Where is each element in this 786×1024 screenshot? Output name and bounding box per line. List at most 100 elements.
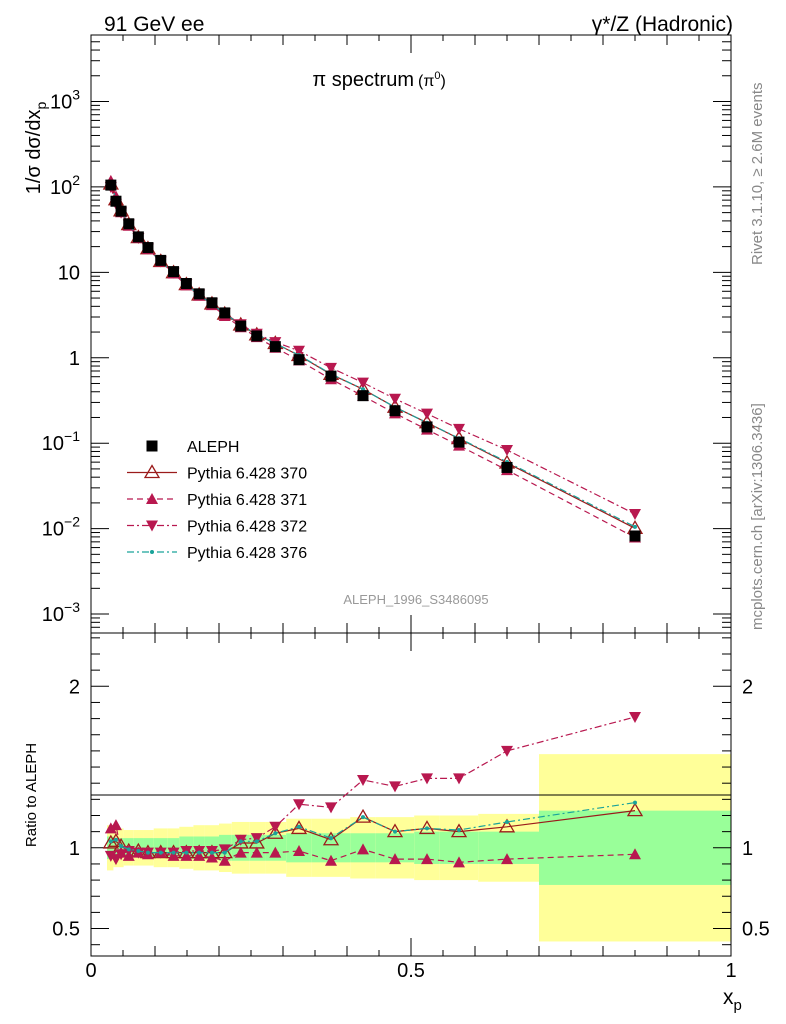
series-aleph-main-point bbox=[193, 288, 205, 300]
series-372-main-point bbox=[293, 345, 305, 357]
ratio-y-tick-label-right: 0.5 bbox=[742, 919, 770, 941]
legend-aleph-label: ALEPH bbox=[187, 439, 239, 456]
series-aleph-main-point bbox=[142, 242, 154, 254]
series-372-ratio-point bbox=[109, 854, 122, 866]
series-372-main-point bbox=[501, 445, 513, 457]
main-y-tick-label: 102 bbox=[50, 172, 80, 199]
series-372-ratio-point bbox=[629, 711, 641, 723]
header-left-label: 91 GeV ee bbox=[104, 13, 204, 36]
x-tick-label: 1 bbox=[725, 960, 736, 982]
series-376-ratio-point bbox=[254, 839, 259, 844]
series-aleph-main-point bbox=[389, 405, 401, 417]
main-y-tick-label: 10−3 bbox=[42, 599, 80, 626]
x-axis-label: xp bbox=[723, 986, 742, 1014]
mcplots-label: mcplots.cern.ch [arXiv:1306.3436] bbox=[749, 403, 766, 630]
ratio-y-tick-label: 1 bbox=[69, 838, 80, 860]
series-376-ratio-point bbox=[119, 844, 124, 849]
ratio-y-tick-labels: 0.5 0.5 1 1 2 2 bbox=[52, 676, 770, 940]
x-axis-label-sub: p bbox=[734, 997, 742, 1014]
plot-title: π spectrum bbox=[312, 69, 414, 91]
plot-title-sup: 0 bbox=[434, 70, 440, 82]
series-371-ratio-point bbox=[325, 854, 337, 866]
main-y-tick-base: 10 bbox=[58, 262, 80, 284]
series-376-ratio-point bbox=[126, 847, 131, 852]
series-376-ratio-point bbox=[145, 850, 150, 855]
analysis-label: ALEPH_1996_S3486095 bbox=[343, 592, 488, 607]
series-376-ratio-line bbox=[110, 802, 636, 854]
legend-376-label: Pythia 6.428 376 bbox=[187, 545, 307, 562]
main-y-tick-exp: −3 bbox=[64, 599, 80, 615]
series-376-ratio-point bbox=[393, 829, 397, 834]
main-frame bbox=[90, 34, 732, 634]
series-aleph-main-point bbox=[219, 307, 231, 319]
series-372-ratio-point bbox=[453, 773, 465, 785]
series-376-ratio-point bbox=[184, 850, 189, 855]
series-376-ratio-point bbox=[197, 850, 202, 855]
series-370-ratio-point bbox=[498, 818, 516, 833]
series-aleph-main-point bbox=[123, 218, 135, 230]
series-372-main-point bbox=[325, 362, 337, 374]
legend-371-marker bbox=[146, 493, 158, 504]
main-y-tick-label: 10 bbox=[58, 262, 80, 284]
series-376-ratio-point bbox=[158, 850, 163, 855]
series-371-ratio-point bbox=[453, 856, 465, 868]
x-tick-label: 0 bbox=[85, 960, 96, 982]
series-371-ratio-point bbox=[269, 846, 282, 858]
main-y-tick-exp: 2 bbox=[72, 172, 80, 188]
main-y-tick-base: 10 bbox=[50, 177, 72, 199]
series-372-main-point bbox=[357, 377, 369, 389]
plot-title-close: ) bbox=[441, 73, 446, 90]
x-tick-labels: 0 0.5 1 bbox=[85, 960, 736, 982]
ratio-y-tick-label-right: 2 bbox=[742, 676, 753, 698]
series-aleph-main-point bbox=[105, 179, 117, 191]
main-y-tick-label: 10−1 bbox=[42, 428, 80, 455]
ratio-band-inner bbox=[539, 810, 731, 885]
series-aleph-main-point bbox=[235, 320, 247, 332]
series-372-main-line bbox=[110, 186, 636, 515]
main-y-tick-base: 10 bbox=[42, 433, 64, 455]
series-376-ratio-point bbox=[457, 828, 461, 833]
ratio-series bbox=[102, 711, 644, 868]
series-371-ratio-point bbox=[629, 848, 641, 860]
series-371-ratio-point bbox=[250, 846, 263, 858]
main-y-tick-base: 10 bbox=[50, 91, 72, 113]
series-371-ratio-point bbox=[293, 845, 305, 857]
series-376-ratio-point bbox=[297, 824, 301, 829]
series-aleph-main-point bbox=[115, 205, 127, 217]
series-372-main-point bbox=[389, 393, 401, 405]
series-371-ratio-point bbox=[421, 853, 433, 865]
series-aleph-main-point bbox=[180, 278, 192, 290]
series-372-ratio-point bbox=[104, 850, 117, 862]
series-aleph-main-point bbox=[357, 390, 369, 402]
series-371-ratio-point bbox=[389, 853, 401, 865]
header-right-label: γ*/Z (Hadronic) bbox=[592, 13, 733, 36]
legend-372-label: Pythia 6.428 372 bbox=[187, 519, 307, 536]
series-376-ratio-point bbox=[329, 836, 333, 841]
series-370-ratio-point bbox=[354, 808, 372, 823]
series-372-ratio-point bbox=[421, 773, 433, 785]
main-y-tick-label: 103 bbox=[50, 86, 80, 113]
series-370-ratio-point bbox=[267, 824, 284, 839]
plot-title-sub: (π0) bbox=[418, 70, 446, 90]
ratio-frame bbox=[90, 632, 732, 957]
main-y-tick-base: 10 bbox=[42, 519, 64, 541]
series-376-ratio-point bbox=[171, 850, 176, 855]
series-371-main-line bbox=[110, 180, 636, 539]
plot-title-open: (π bbox=[418, 73, 434, 90]
x-axis-label-text: x bbox=[723, 986, 734, 1009]
legend-376-marker bbox=[150, 550, 154, 554]
series-372-ratio-point bbox=[115, 849, 128, 861]
ratio-y-tick-label: 0.5 bbox=[52, 919, 80, 941]
series-376-ratio-point bbox=[361, 815, 365, 820]
series-372-ratio-point bbox=[501, 745, 513, 757]
ratio-y-tick-label-right: 1 bbox=[742, 838, 753, 860]
series-376-ratio-point bbox=[108, 839, 113, 844]
main-y-tick-label: 10−2 bbox=[42, 514, 80, 541]
main-y-tick-exp: −2 bbox=[64, 514, 80, 530]
series-370-ratio-point bbox=[322, 831, 340, 846]
legend-aleph-marker bbox=[146, 440, 158, 452]
main-ticks bbox=[90, 34, 732, 634]
series-371-ratio-point bbox=[109, 819, 122, 831]
